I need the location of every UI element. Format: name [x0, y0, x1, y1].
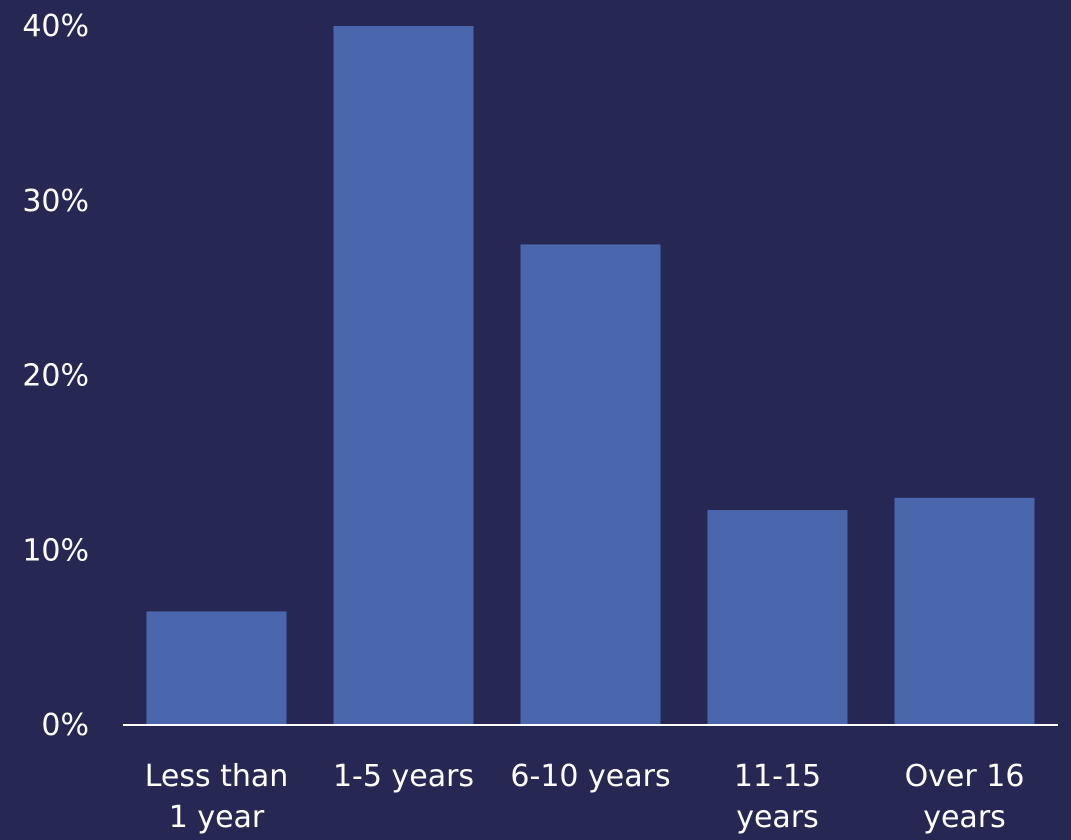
x-tick-label: 11-15 years	[734, 759, 821, 835]
bar	[894, 497, 1035, 725]
bar	[520, 244, 661, 725]
bar	[333, 26, 474, 725]
x-tick-label-line: 1 year	[169, 800, 265, 835]
bar	[146, 611, 287, 725]
y-tick-label: 20%	[22, 359, 89, 394]
x-tick-label-line: 6-10 years	[510, 759, 670, 794]
y-tick-label: 0%	[41, 708, 89, 743]
y-tick-label: 30%	[22, 184, 89, 219]
bar	[707, 510, 848, 725]
x-tick-label-line: years	[736, 800, 819, 835]
x-tick-label: 6-10 years	[510, 759, 670, 794]
x-axis-labels: Less than 1 year 1-5 years 6-10 years 11-15 y…	[145, 759, 1025, 835]
y-tick-label: 10%	[22, 533, 89, 568]
x-tick-label: Over 16 years	[905, 759, 1025, 835]
y-axis-ticks: 0% 10% 20% 30% 40%	[22, 9, 89, 743]
x-tick-label: 1-5 years	[333, 759, 474, 794]
x-tick-label-line: Over 16	[905, 759, 1025, 794]
y-tick-label: 40%	[22, 9, 89, 44]
x-tick-label-line: years	[923, 800, 1006, 835]
x-tick-label: Less than 1 year	[145, 759, 289, 835]
x-tick-label-line: Less than	[145, 759, 289, 794]
bars	[146, 26, 1035, 725]
x-tick-label-line: 11-15	[734, 759, 821, 794]
x-tick-label-line: 1-5 years	[333, 759, 474, 794]
